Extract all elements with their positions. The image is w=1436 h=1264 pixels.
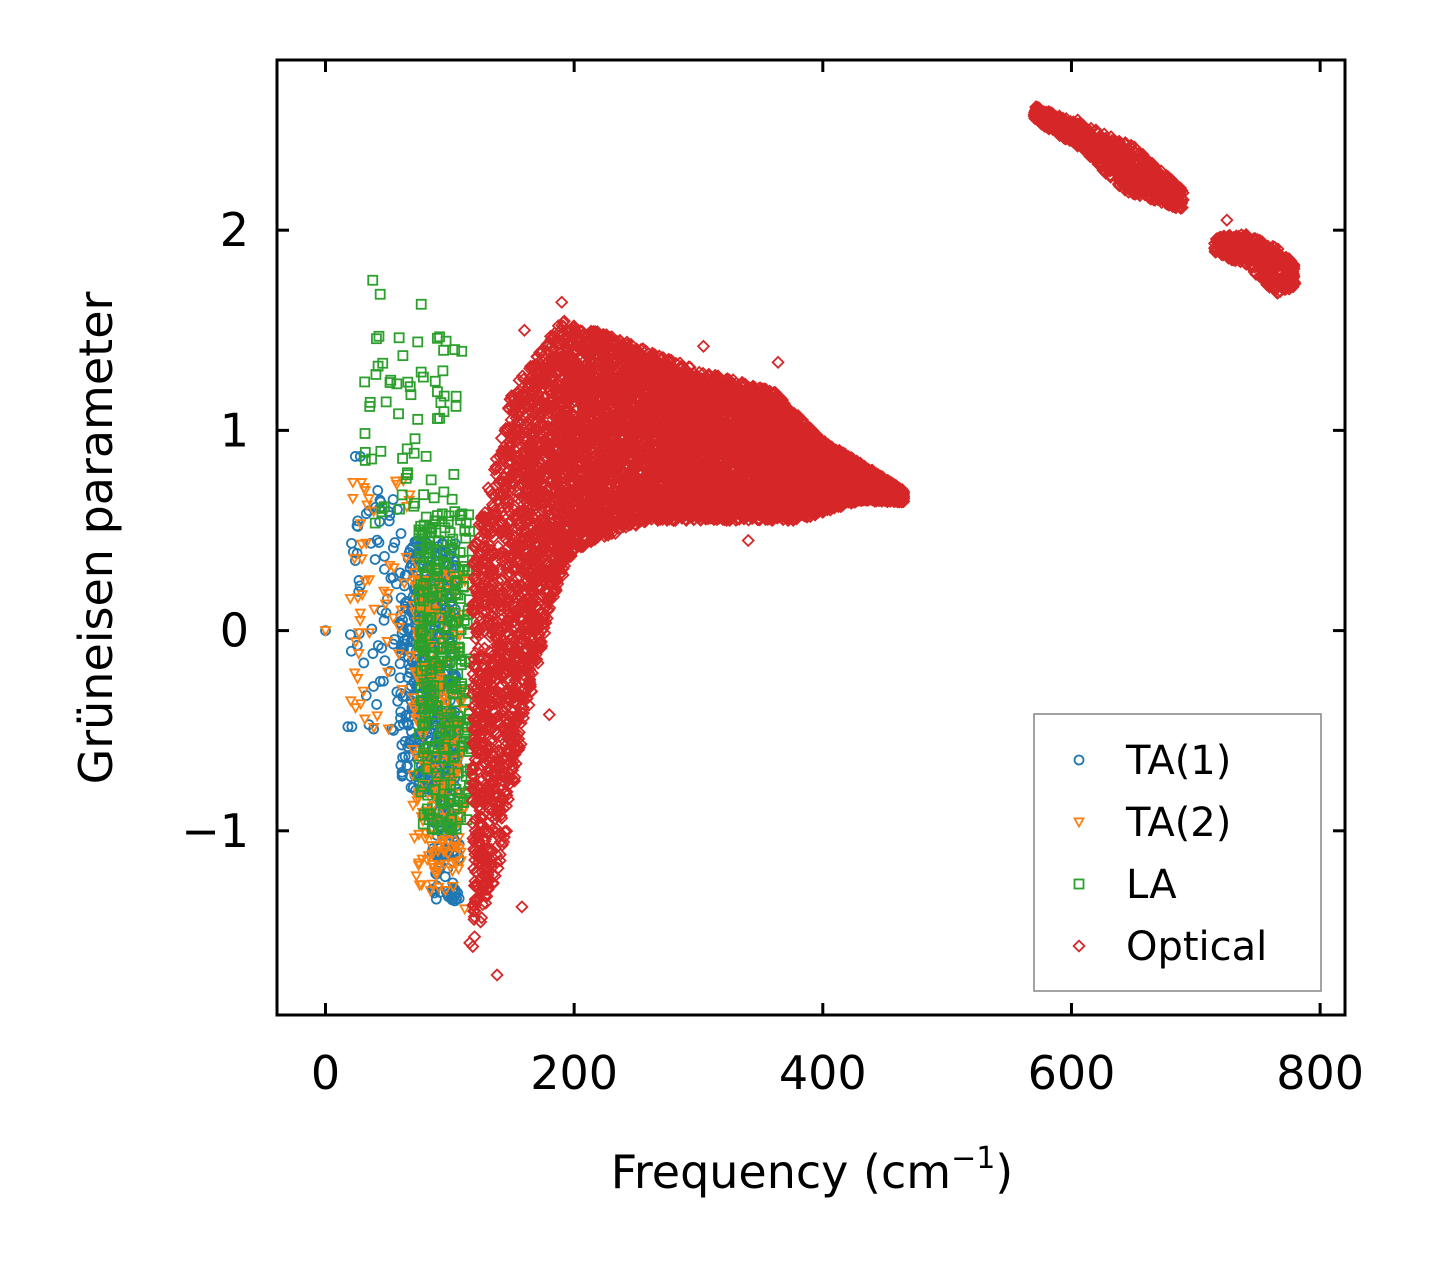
data-point-ta1	[407, 541, 418, 553]
data-point-ta2	[398, 578, 411, 590]
data-point-ta2	[351, 674, 364, 685]
data-point-ta1	[373, 537, 385, 548]
data-point-ta2	[348, 553, 361, 565]
data-point-ta2	[382, 724, 395, 736]
data-point-ta1	[387, 571, 399, 583]
data-point-ta2	[367, 506, 380, 518]
data-point-ta2	[371, 711, 384, 723]
data-point-ta1	[342, 721, 354, 733]
data-point-ta2	[381, 667, 394, 679]
data-point-ta2	[362, 494, 375, 506]
data-point-ta2	[363, 575, 376, 587]
data-point-ta2	[387, 563, 400, 575]
data-point-ta1	[449, 895, 461, 907]
data-point-ta2	[354, 616, 367, 627]
data-point-ta2	[354, 608, 367, 620]
data-point-ta2	[404, 651, 417, 663]
data-point-ta1	[371, 534, 383, 546]
data-point-ta2	[356, 590, 369, 602]
data-point-ta1	[346, 537, 357, 549]
data-point-ta2	[379, 599, 392, 611]
data-point-ta1	[403, 659, 415, 670]
data-point-ta1	[387, 542, 399, 554]
data-point-ta1	[394, 672, 406, 684]
data-point-ta1	[358, 657, 370, 669]
data-point-ta1	[389, 537, 401, 548]
data-point-ta2	[349, 703, 362, 715]
data-point-ta1	[379, 550, 390, 562]
data-point-ta1	[346, 721, 358, 733]
data-point-ta1	[379, 655, 391, 667]
data-point-ta1	[372, 485, 384, 496]
data-point-ta2	[396, 685, 409, 696]
data-point-ta2	[359, 486, 372, 497]
data-point-ta2	[383, 560, 396, 572]
data-point-ta2	[390, 479, 403, 491]
data-point-ta1	[372, 640, 384, 651]
data-point-ta1	[349, 451, 361, 462]
data-point-ta2	[368, 604, 381, 616]
data-point-ta2	[354, 519, 367, 531]
data-point-ta1	[395, 759, 407, 771]
data-point-ta2	[355, 478, 368, 490]
data-point-ta2	[358, 714, 371, 726]
data-point-ta1	[402, 760, 413, 771]
data-point-ta1	[396, 739, 408, 751]
data-point-ta1	[371, 699, 383, 710]
data-point-ta2	[392, 649, 405, 661]
data-point-ta1	[395, 592, 407, 604]
data-point-ta2	[355, 539, 368, 551]
data-point-ta2	[355, 554, 368, 566]
data-point-ta2	[348, 668, 361, 680]
data-point-ta1	[378, 614, 390, 626]
data-point-ta2	[363, 628, 376, 640]
data-point-ta1	[401, 717, 413, 728]
data-point-ta1	[368, 681, 379, 692]
data-point-ta1	[344, 629, 356, 641]
data-point-ta2	[349, 637, 362, 649]
data-point-ta2	[359, 576, 372, 588]
data-point-ta2	[344, 696, 357, 708]
data-point-ta1	[369, 554, 381, 565]
data-point-ta1	[400, 710, 412, 722]
series-layer	[319, 100, 1302, 982]
data-point-ta2	[381, 637, 394, 648]
data-point-ta2	[352, 649, 365, 660]
data-point-ta1	[399, 638, 411, 650]
data-point-ta2	[393, 622, 406, 634]
data-point-ta1	[395, 528, 407, 539]
data-point-ta1	[367, 648, 379, 659]
data-point-ta1	[353, 575, 365, 586]
data-point-ta2	[400, 552, 413, 564]
data-point-ta1	[399, 580, 410, 592]
data-point-ta2	[352, 628, 365, 640]
data-point-ta1	[374, 676, 386, 687]
data-point-ta2	[367, 722, 380, 734]
data-point-ta2	[395, 605, 408, 617]
data-point-ta2	[357, 686, 370, 698]
data-point-ta2	[351, 593, 364, 605]
data-point-ta2	[377, 586, 390, 598]
